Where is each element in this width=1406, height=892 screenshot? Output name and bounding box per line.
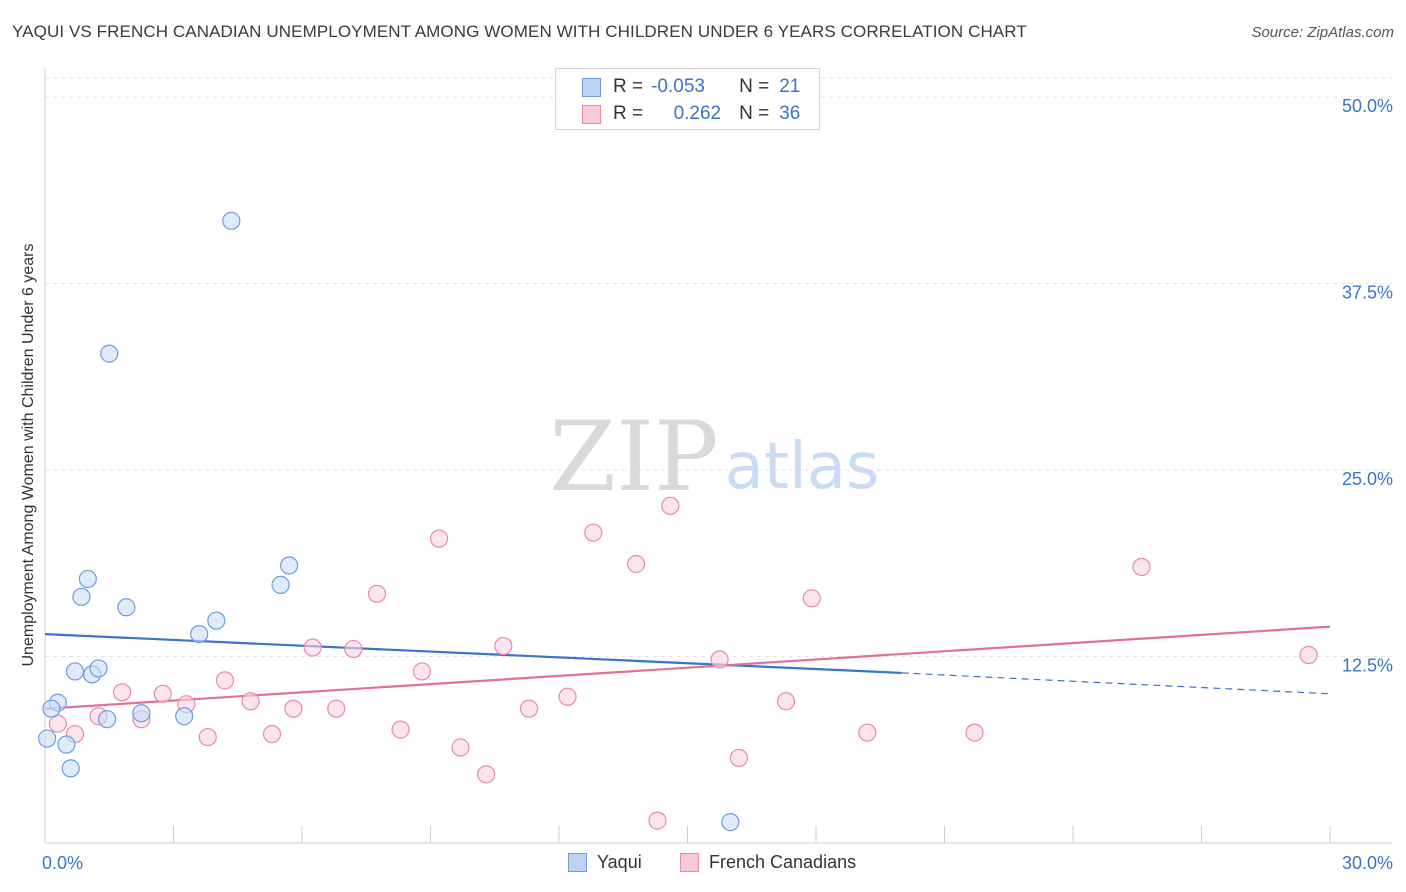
french-legend-swatch: [680, 853, 699, 872]
yaqui-point: [89, 659, 108, 678]
yaqui-point: [98, 710, 117, 729]
french-point: [262, 724, 282, 744]
french-point: [494, 636, 513, 656]
stats-legend-row-yaqui: R = -0.053 N = 21: [582, 75, 800, 99]
watermark-atlas: atlas: [725, 430, 880, 504]
yaqui-point: [175, 707, 194, 726]
yaqui-point: [57, 735, 76, 754]
yaqui-point: [280, 556, 299, 575]
r-value: 0.262: [673, 103, 722, 124]
french-point: [729, 748, 749, 768]
french-point: [215, 671, 234, 690]
french-point: [367, 584, 387, 603]
grid-layer: [45, 77, 1392, 657]
french-point: [558, 687, 577, 706]
yaqui-point: [100, 344, 119, 363]
french-point: [1132, 557, 1151, 577]
stats-legend: R = -0.053 N = 21 R = 0.262 N = 36: [555, 68, 820, 130]
french-point: [284, 699, 303, 718]
watermark: ZIP atlas: [549, 401, 879, 513]
french-point: [519, 699, 539, 718]
n-label: N =: [739, 76, 770, 97]
chart-title: YAQUI VS FRENCH CANADIAN UNEMPLOYMENT AM…: [12, 22, 1027, 41]
r-label: R =: [613, 76, 644, 97]
x-tick-label: 0.0%: [42, 853, 83, 873]
french-legend-label: French Canadians: [709, 852, 857, 872]
legend-item-french[interactable]: French Canadians: [680, 852, 856, 873]
yaqui-point: [721, 813, 740, 832]
french-point: [661, 496, 680, 515]
yaqui-point: [207, 611, 226, 630]
stats-legend-row-french: R = 0.262 N = 36: [582, 102, 800, 126]
french-point: [153, 684, 172, 703]
french-point: [112, 683, 132, 702]
yaqui-point: [190, 625, 209, 644]
french-point: [776, 692, 796, 711]
points-layer: [38, 211, 1318, 832]
y-tick-label: 37.5%: [1342, 283, 1393, 303]
french-point: [429, 529, 449, 548]
r-label: R =: [613, 103, 644, 124]
yaqui-legend-swatch: [568, 853, 587, 872]
yaqui-trend-line-dashed: [901, 672, 1331, 695]
french-point: [802, 589, 821, 608]
french-point: [965, 723, 984, 742]
french-point: [198, 727, 217, 747]
n-value: 36: [779, 103, 801, 124]
yaqui-legend-label: Yaqui: [597, 852, 642, 872]
y-tick-label: 50.0%: [1342, 96, 1393, 116]
french-point: [584, 523, 603, 542]
yaqui-trend-line: [44, 633, 902, 675]
tick-label-layer: 12.5% 25.0% 37.5% 50.0% 0.0% 30.0%: [42, 96, 1393, 873]
yaqui-point: [72, 587, 91, 606]
y-tick-label: 25.0%: [1342, 469, 1393, 489]
yaqui-point: [222, 211, 241, 230]
yaqui-point: [132, 704, 151, 723]
y-tick-label: 12.5%: [1342, 656, 1393, 676]
yaqui-point: [65, 662, 85, 681]
yaqui-point: [117, 598, 136, 617]
yaqui-point: [38, 729, 57, 748]
yaqui-swatch: [582, 77, 601, 97]
french-point: [303, 638, 322, 657]
yaqui-point: [42, 699, 61, 718]
chart-source: Source: ZipAtlas.com: [1251, 24, 1394, 41]
r-value: -0.053: [651, 76, 705, 97]
french-swatch: [582, 104, 601, 124]
french-point: [858, 723, 877, 742]
french-point: [241, 692, 260, 711]
french-point: [626, 554, 646, 574]
yaqui-point: [271, 575, 290, 594]
yaqui-point: [78, 569, 97, 589]
french-point: [327, 699, 346, 718]
french-trend-line: [44, 625, 1331, 710]
french-point: [391, 720, 410, 739]
n-label: N =: [739, 103, 770, 124]
yaqui-point: [61, 759, 80, 778]
n-value: 21: [779, 76, 801, 97]
french-point: [451, 738, 470, 757]
french-point: [710, 650, 729, 669]
watermark-zip: ZIP: [549, 401, 718, 513]
french-point: [344, 639, 363, 659]
x-tick-label: 30.0%: [1342, 853, 1393, 873]
french-point: [412, 662, 432, 681]
french-point: [477, 765, 496, 784]
french-point: [1299, 645, 1318, 665]
trend-layer: [44, 625, 1331, 710]
legend-item-yaqui[interactable]: Yaqui: [568, 852, 642, 873]
y-axis-label: Unemployment Among Women with Children U…: [20, 243, 37, 667]
french-point: [648, 811, 667, 830]
